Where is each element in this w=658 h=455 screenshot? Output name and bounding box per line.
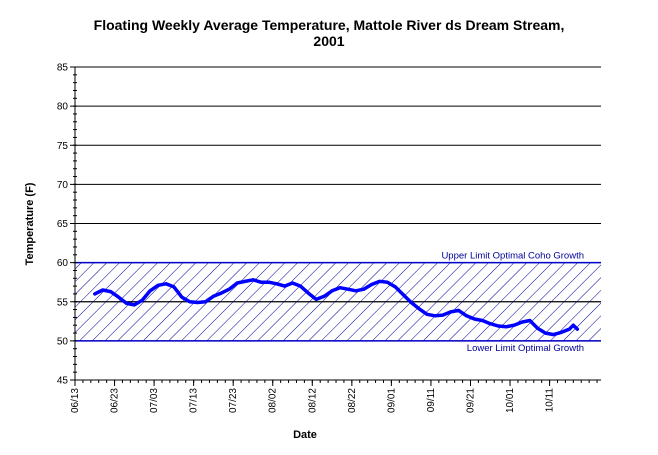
- y-tick-label: 45: [57, 376, 69, 387]
- data-point: [93, 292, 97, 296]
- data-point: [417, 307, 421, 311]
- x-tick-label: 09/11: [426, 388, 437, 413]
- data-point: [148, 289, 152, 293]
- chart-title: Floating Weekly Average Temperature, Mat…: [94, 17, 565, 33]
- x-tick-label: 08/02: [268, 388, 279, 413]
- data-point: [259, 280, 263, 284]
- data-point: [354, 289, 358, 293]
- data-point: [322, 294, 326, 298]
- x-tick-label: 08/12: [307, 388, 318, 413]
- data-point: [480, 319, 484, 322]
- data-point: [125, 301, 128, 305]
- data-point: [164, 282, 168, 286]
- chart-title-line-2: 2001: [313, 33, 344, 49]
- data-point: [196, 301, 200, 304]
- y-tick-label: 85: [57, 63, 69, 74]
- data-point: [544, 331, 548, 335]
- lower-limit-label: Lower Limit Optimal Growth: [467, 343, 584, 354]
- y-tick-label: 55: [57, 297, 69, 308]
- data-point: [433, 314, 437, 318]
- data-point: [109, 290, 112, 293]
- data-point: [401, 293, 405, 297]
- x-tick-label: 09/21: [465, 388, 476, 413]
- data-point: [219, 291, 223, 295]
- data-point: [449, 310, 453, 314]
- x-tick-label: 10/01: [505, 388, 516, 413]
- upper-limit-label: Upper Limit Optimal Coho Growth: [441, 251, 584, 262]
- data-point: [204, 300, 207, 304]
- data-point: [275, 282, 279, 286]
- data-point: [370, 283, 374, 286]
- data-point: [528, 319, 532, 322]
- data-point: [283, 284, 287, 288]
- data-point: [338, 286, 342, 290]
- data-point: [243, 280, 247, 283]
- data-point: [575, 327, 579, 331]
- data-point: [512, 323, 516, 327]
- data-point: [227, 287, 231, 291]
- data-point: [140, 298, 144, 302]
- data-point: [504, 325, 508, 329]
- series-layer: [93, 278, 580, 337]
- data-point: [267, 280, 271, 284]
- x-tick-label: 06/23: [110, 388, 121, 413]
- data-point: [172, 285, 176, 289]
- x-axis-title: Date: [293, 429, 317, 441]
- data-point: [473, 317, 476, 321]
- data-point: [346, 287, 350, 291]
- x-tick-label: 06/13: [70, 388, 81, 413]
- data-point: [180, 295, 184, 299]
- data-point: [520, 320, 524, 324]
- data-point: [212, 294, 215, 298]
- data-point: [496, 324, 500, 328]
- y-tick-label: 60: [57, 258, 69, 269]
- data-point: [567, 327, 571, 331]
- data-point: [362, 287, 366, 291]
- y-tick-label: 75: [57, 141, 69, 152]
- data-point: [188, 300, 192, 304]
- data-point: [378, 280, 381, 283]
- optimal-range-band: Upper Limit Optimal Coho Growth Lower Li…: [75, 251, 601, 354]
- x-tick-label: 08/22: [347, 388, 358, 413]
- y-tick-label: 70: [57, 180, 69, 191]
- data-point: [393, 285, 397, 289]
- x-tick-label: 10/11: [545, 388, 556, 413]
- data-point: [235, 281, 239, 285]
- data-point: [457, 308, 461, 312]
- data-point: [560, 330, 563, 334]
- data-point: [330, 289, 334, 293]
- x-tick-label: 07/03: [149, 388, 160, 413]
- data-point: [291, 281, 294, 285]
- data-point: [425, 312, 429, 316]
- data-point: [306, 291, 310, 295]
- y-axis-title: Temperature (F): [24, 182, 36, 265]
- data-point: [156, 283, 160, 287]
- data-point: [299, 284, 302, 288]
- data-point: [117, 295, 120, 299]
- data-point: [488, 322, 492, 326]
- data-point: [251, 278, 255, 282]
- data-point: [536, 326, 540, 330]
- y-tick-label: 80: [57, 102, 69, 113]
- x-tick-label: 07/13: [189, 388, 200, 413]
- data-point: [386, 280, 389, 284]
- data-point: [441, 313, 445, 317]
- x-tick-label: 07/23: [228, 388, 239, 413]
- data-point: [314, 298, 318, 301]
- y-tick-label: 65: [57, 219, 69, 230]
- y-tick-label: 50: [57, 336, 69, 347]
- data-point: [465, 314, 468, 318]
- data-point: [571, 323, 575, 327]
- axes: 45 50 55 60 65 70 75 80 85 06/13 06/23 07/03 07/13 07…: [57, 63, 601, 413]
- data-point: [101, 288, 105, 292]
- data-point: [552, 333, 555, 337]
- x-tick-label: 09/01: [386, 388, 397, 413]
- data-point: [409, 301, 413, 304]
- data-point: [132, 303, 136, 307]
